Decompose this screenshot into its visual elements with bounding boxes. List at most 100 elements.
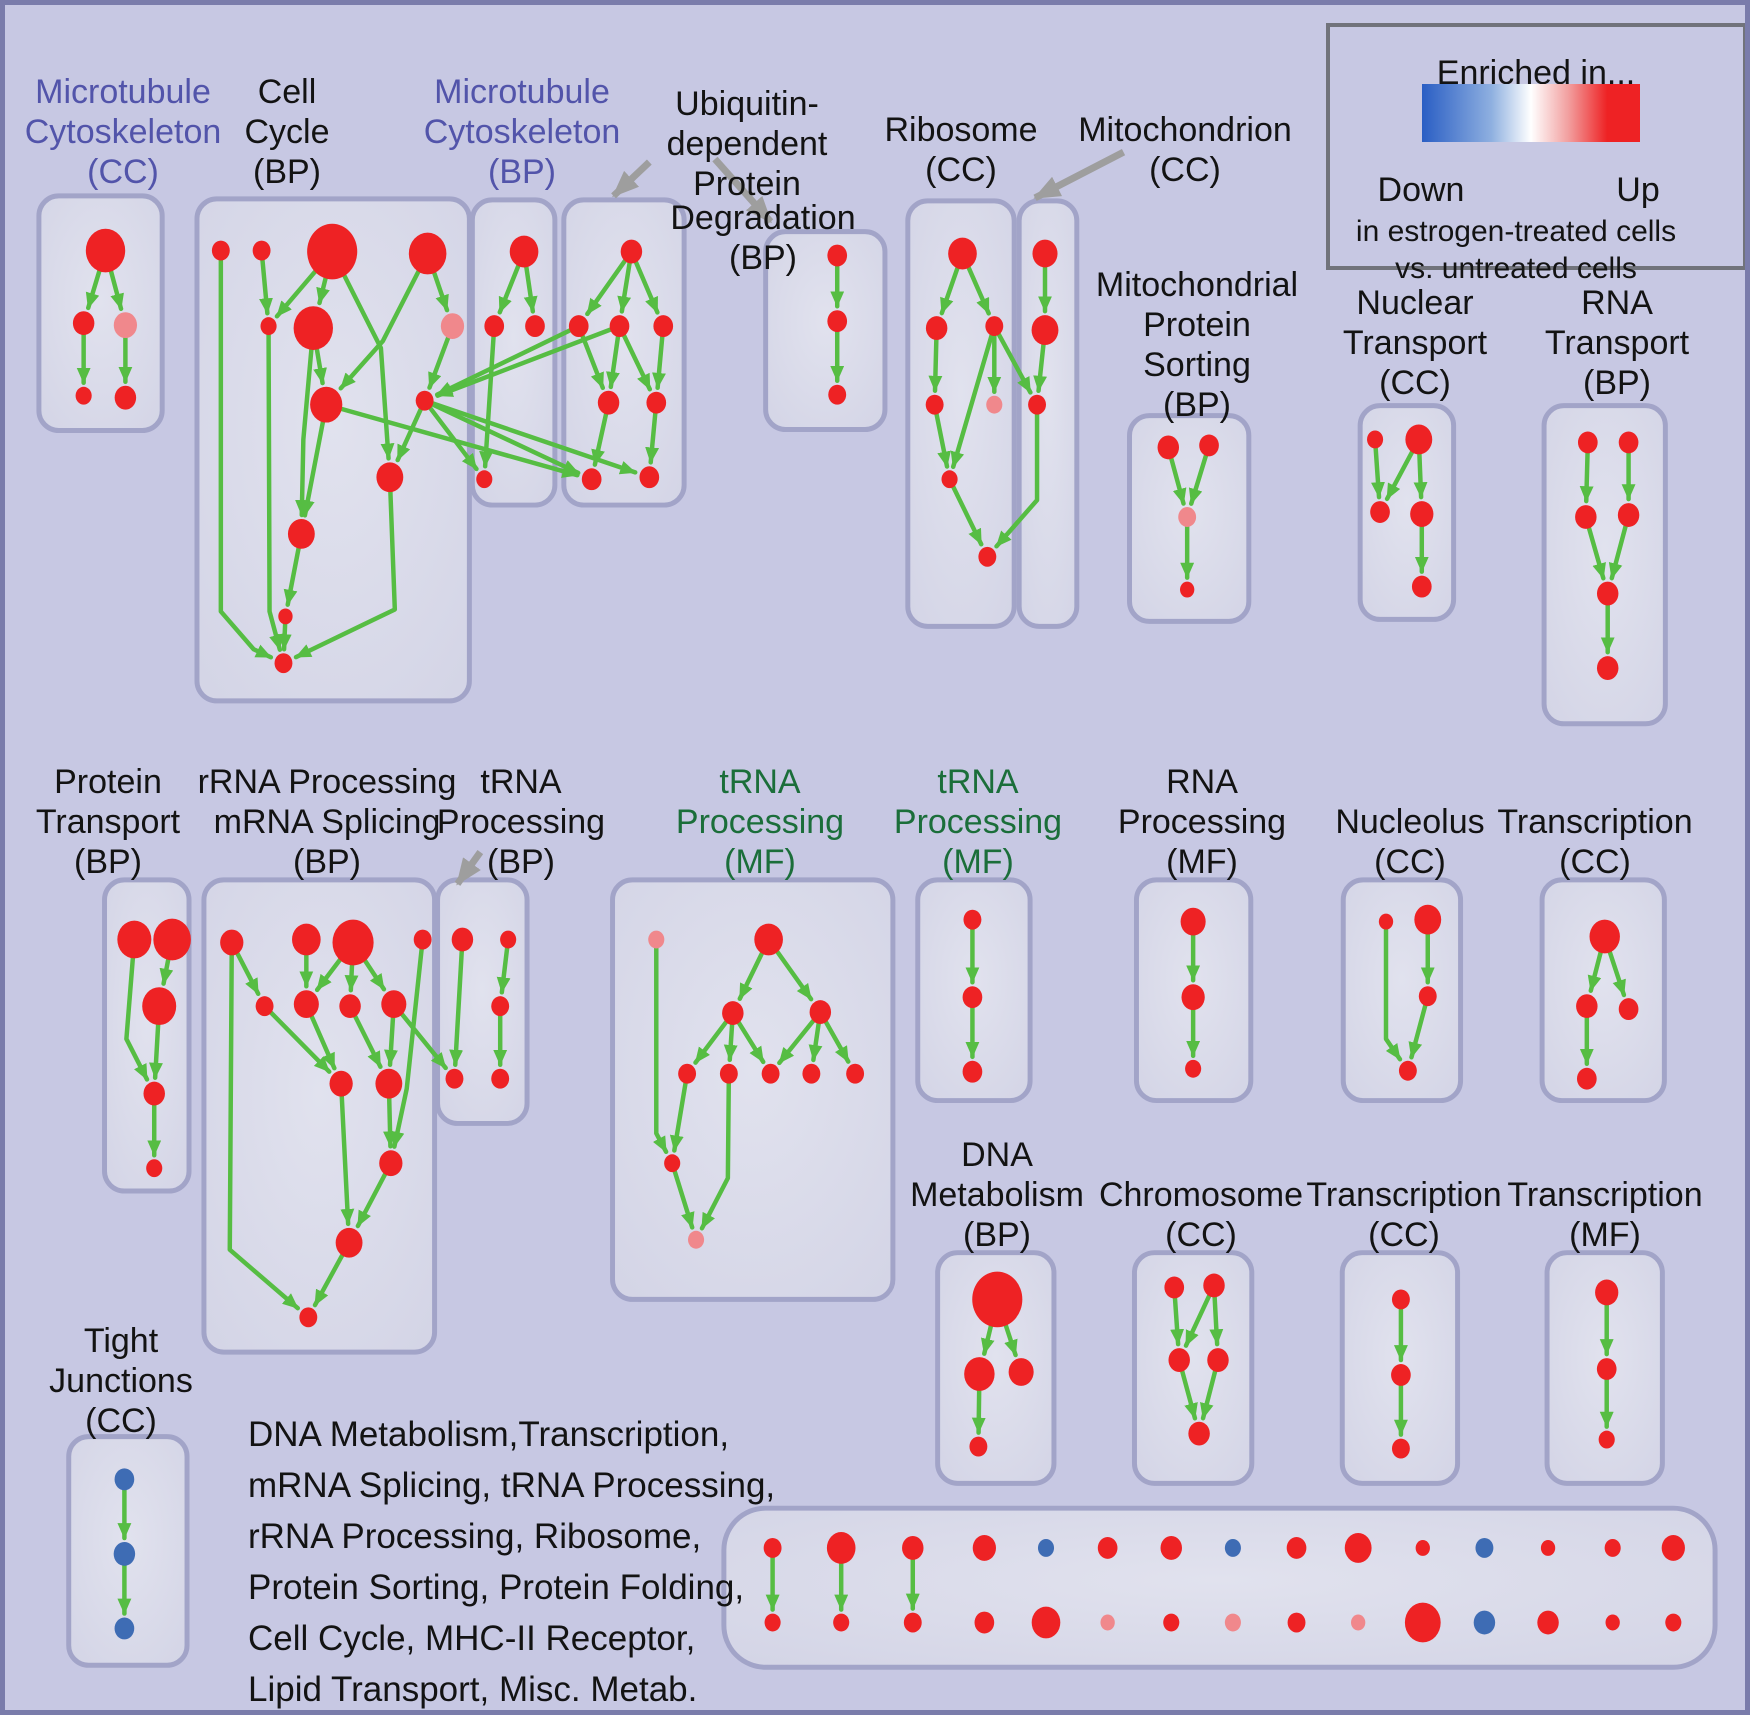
edge — [266, 323, 283, 652]
group-label-line: Cytoskeleton — [423, 113, 621, 151]
go-term-node-red — [754, 923, 783, 956]
go-term-node-red — [117, 920, 152, 959]
go-term-node-red — [639, 466, 660, 489]
group-label-line: Protein — [693, 165, 801, 203]
go-term-node-red — [310, 386, 343, 423]
group-label: Protein Transport (BP) — [36, 762, 180, 882]
edge — [227, 940, 301, 1311]
group-label-line: (BP) — [487, 153, 556, 191]
label-pointer-arrow — [1033, 149, 1126, 201]
go-term-node-red — [484, 315, 505, 338]
go-term-node-pink — [1100, 1614, 1115, 1631]
edge — [422, 398, 479, 472]
go-term-node-red — [1618, 431, 1639, 454]
edge — [479, 323, 497, 469]
go-term-node-red — [902, 1536, 924, 1560]
legend-down-label: Down — [1377, 171, 1465, 209]
go-term-node-red — [381, 990, 407, 1019]
go-term-node-red — [211, 240, 230, 261]
group-box-misc-groups — [721, 1505, 1718, 1670]
go-term-node-red — [1391, 1289, 1410, 1310]
go-term-node-red — [985, 316, 1004, 337]
group-label-line: (MF) — [1569, 1216, 1641, 1254]
go-term-node-blue — [113, 1541, 136, 1566]
group-box-transcription-cc-row2 — [1539, 877, 1667, 1104]
go-term-node-blue — [1475, 1538, 1494, 1558]
go-term-node-red — [1391, 1364, 1411, 1386]
group-label: tRNA Processing (MF) — [894, 762, 1062, 882]
group-label-line: Transcription — [1507, 1176, 1703, 1214]
group-label-line: Processing — [1117, 803, 1287, 841]
go-term-node-red — [1391, 1438, 1410, 1459]
go-term-node-red — [1207, 1348, 1229, 1372]
group-label-line: Cycle — [244, 113, 330, 151]
go-term-node-red — [1596, 581, 1619, 606]
edge — [669, 1160, 695, 1230]
go-term-node-red — [1163, 1613, 1180, 1632]
go-term-node-pink — [113, 312, 138, 339]
group-label-line: RNA — [1581, 284, 1653, 322]
go-term-node-red — [972, 1271, 1023, 1328]
group-label-line: Metabolism — [910, 1176, 1084, 1214]
go-term-node-red — [1576, 994, 1598, 1019]
group-label-line: Chromosome — [1098, 1176, 1304, 1214]
go-term-node-red — [375, 1068, 403, 1099]
go-term-node-blue — [1473, 1610, 1496, 1635]
group-label: Cell Cycle (BP) — [244, 72, 329, 192]
go-term-node-red — [664, 1154, 681, 1173]
edge — [435, 323, 622, 398]
group-box-chromosome-cc — [1131, 1250, 1255, 1486]
group-label: Nucleolus (CC) — [1335, 802, 1484, 882]
group-label-line: mRNA Splicing — [213, 803, 441, 841]
go-term-node-red — [1188, 1421, 1210, 1446]
group-label: DNA Metabolism (BP) — [910, 1135, 1084, 1255]
group-label-line: rRNA Processing — [197, 763, 457, 801]
group-label-line: RNA — [1166, 763, 1238, 801]
edge — [390, 937, 425, 1149]
go-term-node-red — [653, 315, 674, 338]
go-term-node-red — [941, 470, 958, 489]
group-label-line: dependent — [666, 125, 828, 163]
go-term-node-red — [153, 918, 191, 961]
go-term-node-red — [255, 996, 274, 1017]
legend: Enriched in... Down Up in estrogen-treat… — [1326, 23, 1745, 285]
go-term-node-red — [1405, 424, 1433, 455]
go-term-node-red — [722, 1001, 744, 1026]
edge — [1408, 993, 1430, 1060]
go-term-node-red — [1185, 1059, 1202, 1078]
label-pointer-arrow — [712, 156, 774, 225]
group-label: Mitochondrion (CC) — [1078, 110, 1292, 190]
go-term-node-red — [1378, 913, 1394, 930]
edge — [422, 398, 638, 475]
group-label-line: Cytoskeleton — [24, 113, 222, 151]
go-term-node-red — [903, 1612, 922, 1633]
go-term-node-red — [1575, 505, 1597, 529]
go-term-node-red — [1605, 1614, 1620, 1631]
edge — [124, 937, 150, 1082]
group-label: Ubiquitin-dependent Protein — [667, 84, 828, 204]
go-term-node-red — [833, 1613, 850, 1632]
group-label: rRNA Processing mRNA Splicing (BP) — [198, 762, 457, 882]
edge — [295, 325, 316, 518]
go-term-node-red — [1031, 315, 1059, 346]
go-term-node-red — [978, 546, 997, 567]
group-box-nucleolus-cc — [1340, 877, 1464, 1104]
go-term-node-red — [809, 1000, 832, 1025]
edge — [422, 398, 581, 476]
go-term-node-red — [146, 1159, 163, 1178]
go-term-node-red — [287, 518, 315, 549]
go-term-node-red — [1344, 1533, 1372, 1563]
group-label: tRNA Processing (MF) — [676, 762, 844, 882]
nodes — [72, 223, 1685, 1643]
edge — [300, 402, 329, 518]
edge — [617, 323, 653, 392]
caption-line: mRNA Splicing, tRNA Processing, — [248, 1466, 776, 1505]
group-label-line: Processing — [893, 803, 1063, 841]
go-term-node-red — [1537, 1610, 1559, 1635]
go-term-node-red — [220, 929, 244, 956]
edge — [434, 323, 581, 397]
go-term-node-red — [491, 996, 510, 1017]
group-label-line: Transcription — [1306, 1176, 1502, 1214]
network-figure-svg — [36, 149, 1718, 1670]
go-term-node-red — [1661, 1535, 1685, 1561]
